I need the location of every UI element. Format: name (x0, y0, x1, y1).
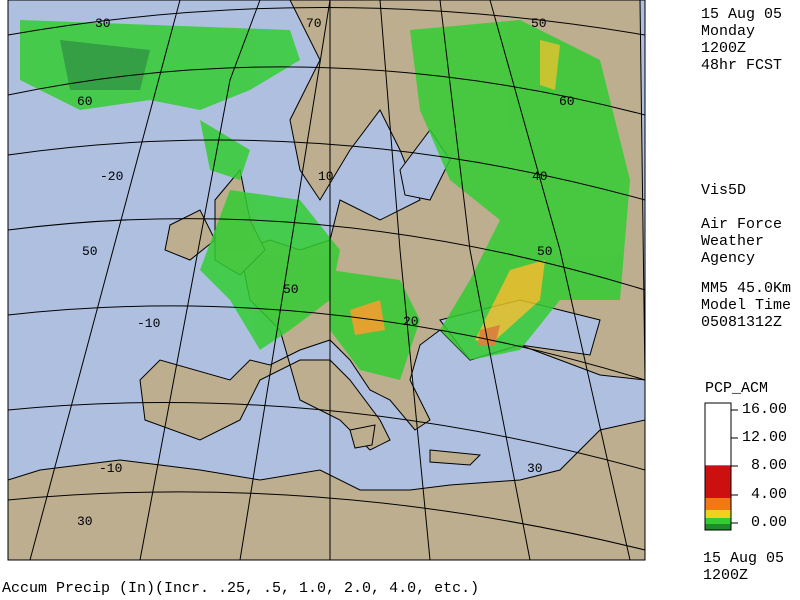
precip-area (475, 260, 545, 345)
graticule-label: 50 (283, 282, 299, 297)
graticule-label: 60 (559, 94, 575, 109)
meridian (439, 0, 531, 561)
ireland (164, 209, 216, 261)
time: 1200Z (703, 567, 749, 584)
graticule-label: -10 (137, 316, 160, 331)
caption: Accum Precip (In)(Incr. .25, .5, 1.0, 2.… (2, 580, 480, 597)
graticule-label: 30 (95, 16, 111, 31)
graticule-label: 50 (82, 244, 98, 259)
legend-bar (704, 402, 738, 531)
day: Monday (701, 23, 756, 40)
graticule-label: 70 (306, 16, 322, 31)
crete (429, 449, 482, 466)
map-frame (7, 0, 646, 561)
graticule-label: 30 (77, 514, 93, 529)
precip-area (350, 300, 385, 335)
precip-area (200, 120, 250, 180)
graticule-label: 40 (532, 169, 548, 184)
legend-segment (705, 510, 731, 518)
graticule-label: 30 (527, 461, 543, 476)
meridian (239, 0, 331, 561)
parallel (7, 402, 646, 471)
software: Vis5D (701, 182, 747, 199)
legend-label: 4.00 (751, 486, 788, 503)
precip-area (540, 40, 560, 90)
graticule-labels: 30 60 -20 50 -10 -10 30 70 10 50 20 50 60 40 50 30 (77, 16, 575, 529)
graticule-label: -10 (99, 461, 122, 476)
header: 15 Aug 05 Monday 1200Z 48hr FCST (701, 6, 782, 74)
legend-segment (705, 498, 731, 510)
agency-line: Weather (701, 233, 765, 250)
meridian (379, 0, 431, 561)
precip-area (200, 190, 340, 350)
graticule-label: -20 (100, 169, 123, 184)
agency-line: Agency (701, 250, 756, 267)
model-time-label: Model Time (701, 297, 792, 314)
graticule-label: 60 (77, 94, 93, 109)
graticule-label: 20 (403, 314, 419, 329)
africa (7, 419, 646, 561)
graticule-label: 50 (531, 16, 547, 31)
agency-line: Air Force (701, 216, 783, 233)
date: 15 Aug 05 (703, 550, 785, 567)
sicily (349, 424, 376, 449)
agency: Air Force Weather Agency (701, 216, 782, 267)
legend-label: 12.00 (742, 429, 788, 446)
legend-segment (705, 518, 731, 524)
parallel (7, 7, 646, 36)
precip-area (60, 40, 150, 90)
legend-segment (705, 466, 731, 498)
model-time: 05081312Z (701, 314, 783, 331)
forecast: 48hr FCST (701, 57, 783, 74)
model: MM5 45.0Km Model Time 05081312Z (701, 280, 791, 331)
precip (20, 20, 630, 380)
parallel (7, 305, 646, 381)
meridian (489, 0, 631, 561)
model-name: MM5 45.0Km (701, 280, 792, 297)
parallel (7, 139, 646, 201)
legend-label: 0.00 (751, 514, 788, 531)
legend-label: 8.00 (751, 457, 788, 474)
parallel (7, 491, 646, 551)
date: 15 Aug 05 (701, 6, 783, 23)
precip-area (478, 325, 500, 345)
graticule-label: 50 (537, 244, 553, 259)
legend-segment (705, 524, 731, 530)
legend-title: PCP_ACM (705, 380, 769, 397)
legend-label: 16.00 (742, 401, 788, 418)
time: 1200Z (701, 40, 747, 57)
graticule-label: 10 (318, 169, 334, 184)
precip-area (410, 20, 630, 360)
parallel (7, 218, 646, 291)
meridian (29, 0, 181, 561)
legend-segment (704, 402, 732, 467)
footer-date: 15 Aug 05 1200Z (703, 550, 784, 584)
parallel (7, 66, 646, 116)
graticule (7, 0, 646, 561)
meridian (139, 0, 261, 561)
